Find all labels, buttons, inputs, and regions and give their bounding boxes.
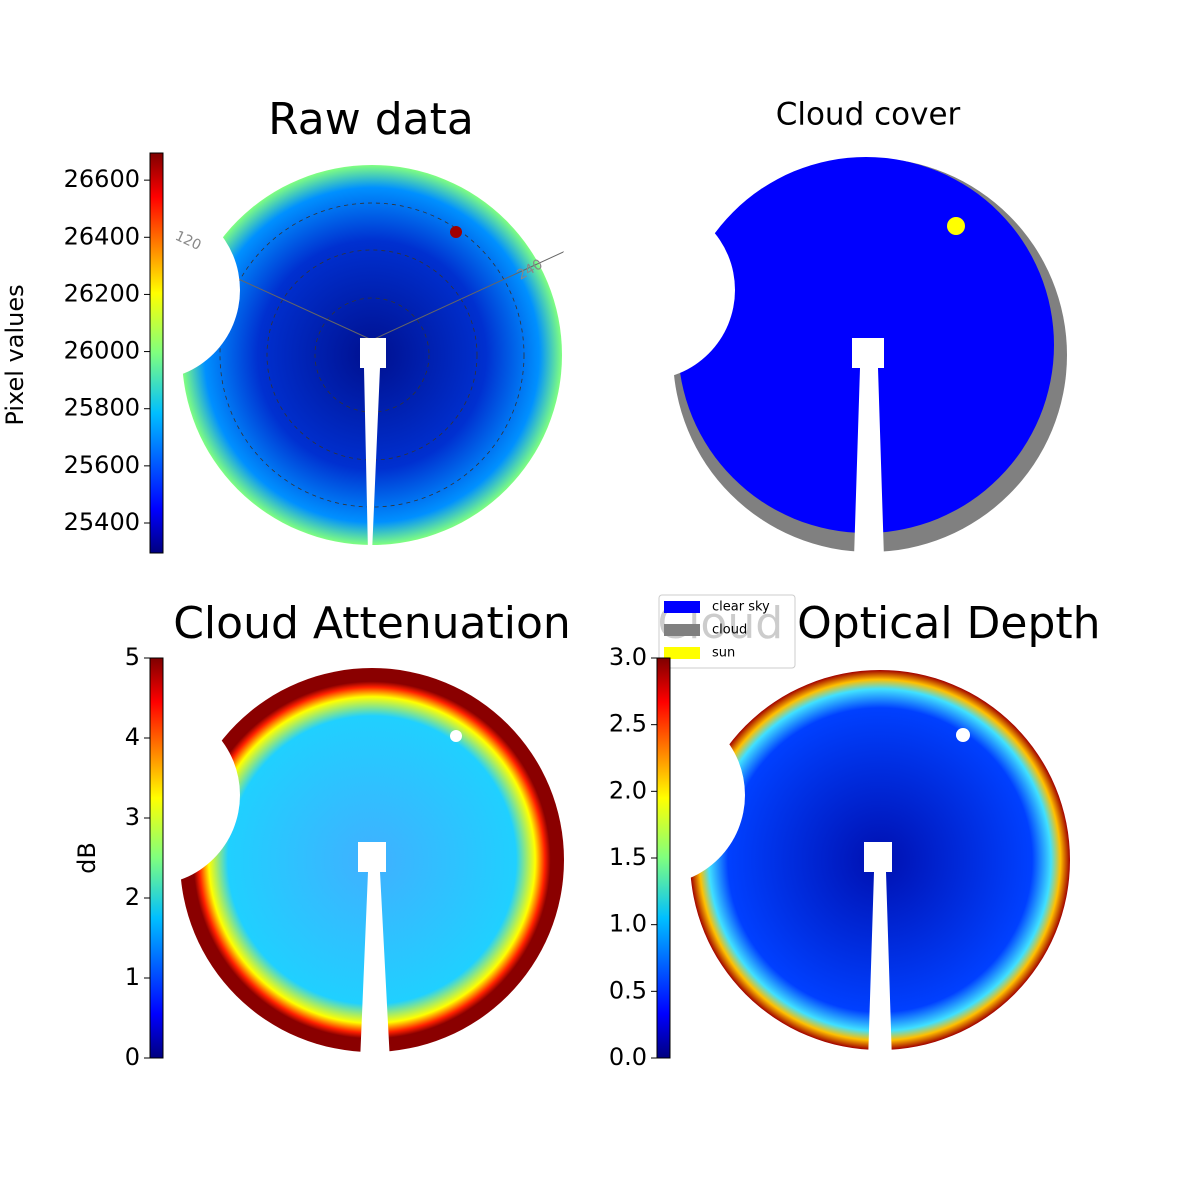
panel-title: Raw data [268, 94, 474, 145]
tick-label: 2.5 [609, 710, 647, 738]
tick-label: 26400 [64, 222, 140, 250]
tick-label: 26200 [64, 279, 140, 307]
tick-label: 0.5 [609, 976, 647, 1004]
legend-label: clear sky [712, 600, 770, 615]
tick-label: 1.0 [609, 910, 647, 938]
legend-swatch [664, 647, 700, 659]
tick-label: 0.0 [609, 1043, 647, 1071]
tick-label: 2.0 [609, 776, 647, 804]
cloud-cover-image [555, 157, 1067, 558]
colorbar [149, 152, 164, 554]
legend-label: sun [712, 646, 735, 661]
tick-label: 1 [125, 963, 140, 991]
tick-label: 4 [125, 723, 140, 751]
colorbar-label: dB [73, 842, 101, 874]
tick-label: 2 [125, 883, 140, 911]
tick-label: 26600 [64, 165, 140, 193]
tick-label: 3.0 [609, 643, 647, 671]
tick-label: 3 [125, 803, 140, 831]
tick-label: 1.5 [609, 843, 647, 871]
legend-swatch [664, 624, 700, 636]
attenuation-image [60, 668, 564, 1062]
colorbar-label: Pixel values [1, 284, 29, 425]
optical-depth-image [565, 670, 1070, 1062]
tick-label: 5 [125, 643, 140, 671]
tick-label: 25800 [64, 394, 140, 422]
colorbar [656, 657, 671, 1059]
panel-title: Cloud Attenuation [173, 598, 571, 649]
tick-label: 0 [125, 1043, 140, 1071]
tick-label: 25400 [64, 508, 140, 536]
tick-label: 26000 [64, 337, 140, 365]
colorbar [149, 657, 164, 1059]
tick-label: 25600 [64, 451, 140, 479]
panel-title: Cloud cover [776, 97, 961, 133]
legend-swatch [664, 601, 700, 613]
legend-label: cloud [712, 623, 747, 638]
